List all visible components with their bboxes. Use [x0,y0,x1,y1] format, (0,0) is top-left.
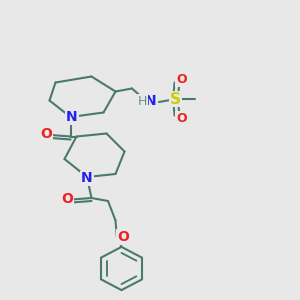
Text: O: O [61,192,73,206]
Text: O: O [176,73,187,86]
Text: O: O [40,127,52,141]
Text: S: S [170,92,181,106]
Text: N: N [145,94,156,108]
Text: N: N [81,172,93,185]
Text: N: N [66,110,78,124]
Text: O: O [176,112,187,125]
Text: H: H [138,95,147,108]
Text: O: O [117,230,129,244]
